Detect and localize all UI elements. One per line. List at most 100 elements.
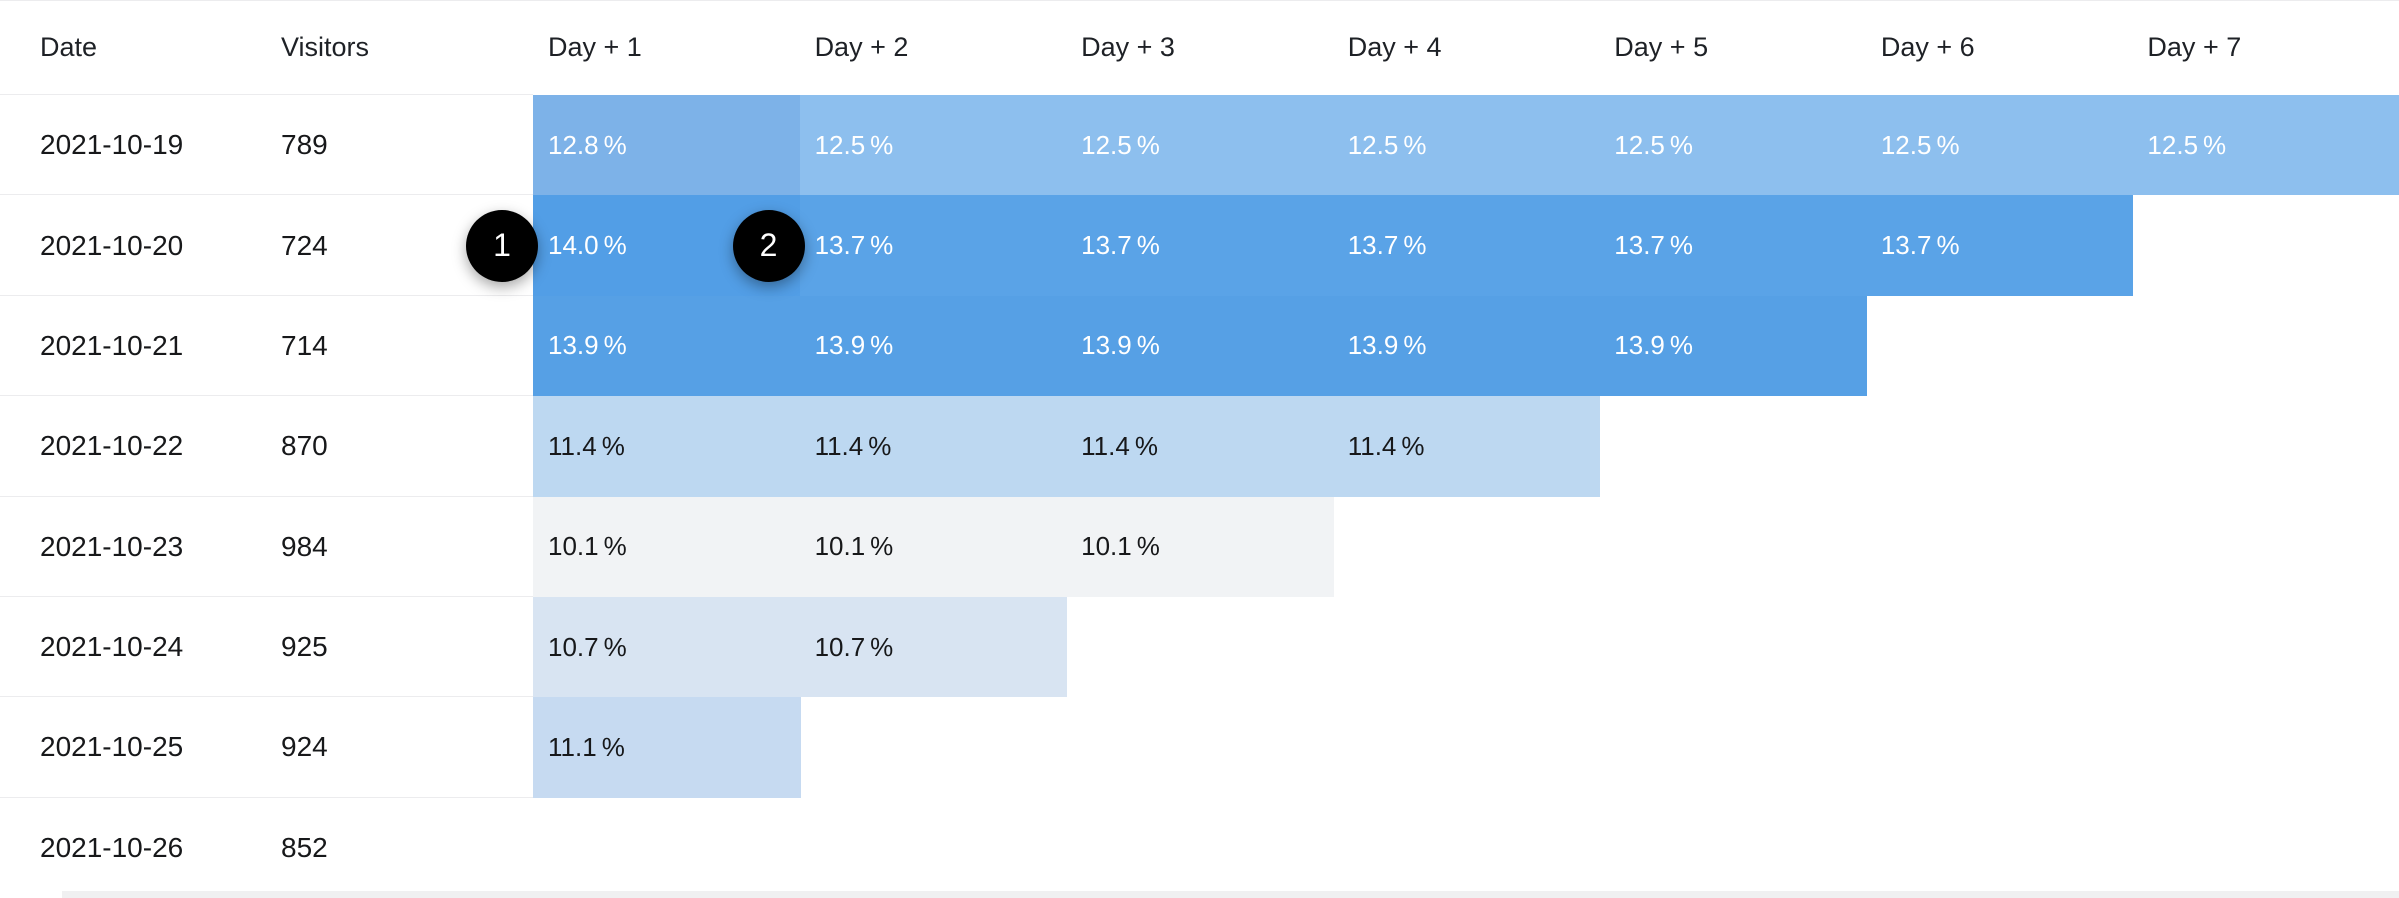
retention-value: 10.1	[1081, 531, 1132, 562]
retention-cell[interactable]: 13.7%	[1599, 195, 1867, 296]
retention-cell[interactable]: 13.9%	[1599, 295, 1867, 397]
table-row: 2021-10-24 925 10.7% 10.7%	[0, 596, 2399, 698]
retention-value: 13.9	[814, 330, 866, 361]
retention-value: 10.7	[814, 631, 866, 662]
retention-cell[interactable]: 10.1%	[533, 496, 801, 597]
percent-unit: %	[1401, 430, 1425, 461]
date-value: 2021-10-20	[40, 229, 184, 261]
retention-cell[interactable]: 13.7%	[1066, 195, 1334, 296]
retention-value: 11.4	[814, 430, 864, 461]
retention-cell[interactable]: 11.4%	[799, 396, 1068, 497]
retention-value: 13.7	[1347, 230, 1399, 261]
retention-value: 13.9	[548, 330, 599, 361]
column-header-day-7: Day + 7	[2147, 32, 2242, 62]
percent-unit: %	[1136, 330, 1160, 361]
percent-unit: %	[603, 631, 627, 662]
retention-value: 11.1	[548, 731, 597, 762]
retention-cell[interactable]: 11.4%	[1066, 396, 1334, 497]
percent-unit: %	[1136, 531, 1160, 562]
retention-value: 11.4	[1081, 430, 1130, 461]
column-header-day-1: Day + 1	[548, 32, 642, 62]
date-value: 2021-10-21	[40, 329, 184, 361]
table-top-border	[0, 0, 2399, 1]
percent-unit: %	[870, 230, 894, 261]
retention-value: 14.0	[548, 230, 599, 261]
retention-cell[interactable]: 13.7%	[1865, 195, 2134, 296]
table-row: 2021-10-22 870 11.4% 11.4% 11.4% 11.4%	[0, 396, 2399, 497]
retention-value: 10.7	[548, 631, 599, 662]
percent-unit: %	[1136, 129, 1160, 160]
annotation-badge-2: 2	[732, 209, 805, 282]
retention-value: 12.5	[1880, 129, 1932, 160]
visitors-value: 984	[281, 530, 328, 562]
retention-cell[interactable]: 13.9%	[533, 295, 801, 397]
retention-cell[interactable]: 13.9%	[799, 295, 1068, 397]
table-row: 2021-10-26 852	[0, 798, 2399, 898]
retention-value: 12.8	[548, 129, 599, 160]
percent-unit: %	[1936, 129, 1960, 160]
horizontal-scrollbar[interactable]	[62, 891, 2399, 898]
retention-cell[interactable]: 12.5%	[1599, 95, 1867, 196]
retention-value: 12.5	[814, 129, 866, 160]
retention-value: 12.5	[1347, 129, 1399, 160]
retention-value: 13.7	[1614, 230, 1665, 261]
column-header-day-4: Day + 4	[1347, 32, 1442, 62]
retention-cell[interactable]: 10.1%	[1066, 496, 1334, 597]
retention-value: 13.9	[1347, 330, 1399, 361]
table-row: 2021-10-23 984 10.1% 10.1% 10.1%	[0, 496, 2399, 597]
table-row: 2021-10-20 724 14.0% 13.7% 13.7% 13.7% 13.7% 13…	[0, 195, 2399, 296]
percent-unit: %	[601, 731, 625, 762]
retention-cell[interactable]: 12.5%	[799, 95, 1068, 196]
date-value: 2021-10-23	[40, 530, 184, 562]
visitors-value: 724	[281, 229, 328, 261]
row-separator	[0, 294, 533, 296]
date-value: 2021-10-24	[40, 631, 184, 663]
header-bottom-border	[0, 94, 533, 95]
retention-cell[interactable]: 10.7%	[799, 596, 1068, 698]
retention-cell[interactable]: 11.4%	[1332, 396, 1601, 497]
retention-cell[interactable]: 13.7%	[799, 195, 1068, 296]
retention-cell[interactable]: 13.7%	[1332, 195, 1601, 296]
retention-cell[interactable]: 13.9%	[1066, 295, 1334, 397]
retention-cell[interactable]: 12.5%	[2132, 95, 2399, 196]
percent-unit: %	[870, 631, 894, 662]
row-separator	[0, 395, 533, 397]
row-separator	[0, 595, 533, 597]
percent-unit: %	[868, 430, 892, 461]
retention-cell[interactable]: 10.7%	[533, 596, 801, 698]
date-value: 2021-10-22	[40, 430, 184, 462]
retention-value: 13.9	[1081, 330, 1132, 361]
retention-value: 13.7	[814, 230, 866, 261]
percent-unit: %	[870, 531, 894, 562]
table-row: 2021-10-19 789 12.8% 12.5% 12.5% 12.5% 12.5% 12…	[0, 95, 2399, 196]
visitors-value: 714	[281, 329, 328, 361]
visitors-value: 924	[281, 731, 328, 763]
retention-cell[interactable]: 13.9%	[1332, 295, 1601, 397]
percent-unit: %	[1936, 230, 1960, 261]
column-header-date: Date	[40, 32, 98, 62]
retention-cell[interactable]: 12.8%	[533, 95, 801, 196]
row-separator	[0, 194, 533, 196]
retention-cell[interactable]: 11.1%	[533, 697, 801, 798]
percent-unit: %	[870, 330, 894, 361]
percent-unit: %	[2203, 129, 2227, 160]
retention-value: 11.4	[548, 430, 597, 461]
retention-cell[interactable]: 10.1%	[799, 496, 1068, 597]
retention-value: 12.5	[2147, 129, 2199, 160]
percent-unit: %	[1403, 330, 1427, 361]
percent-unit: %	[601, 430, 625, 461]
table-header: Date Visitors Day + 1 Day + 2 Day + 3 Day + 4…	[0, 0, 2399, 95]
percent-unit: %	[603, 531, 627, 562]
retention-cell[interactable]: 12.5%	[1066, 95, 1334, 196]
percent-unit: %	[1403, 129, 1427, 160]
retention-cell[interactable]: 11.4%	[533, 396, 801, 497]
retention-value: 12.5	[1614, 129, 1665, 160]
percent-unit: %	[603, 330, 627, 361]
percent-unit: %	[1669, 129, 1694, 160]
retention-value: 12.5	[1081, 129, 1132, 160]
table-row: 2021-10-21 714 13.9% 13.9% 13.9% 13.9% 13.9%	[0, 295, 2399, 397]
retention-cell[interactable]: 12.5%	[1865, 95, 2134, 196]
retention-cell[interactable]: 12.5%	[1332, 95, 1601, 196]
date-value: 2021-10-25	[40, 731, 184, 763]
